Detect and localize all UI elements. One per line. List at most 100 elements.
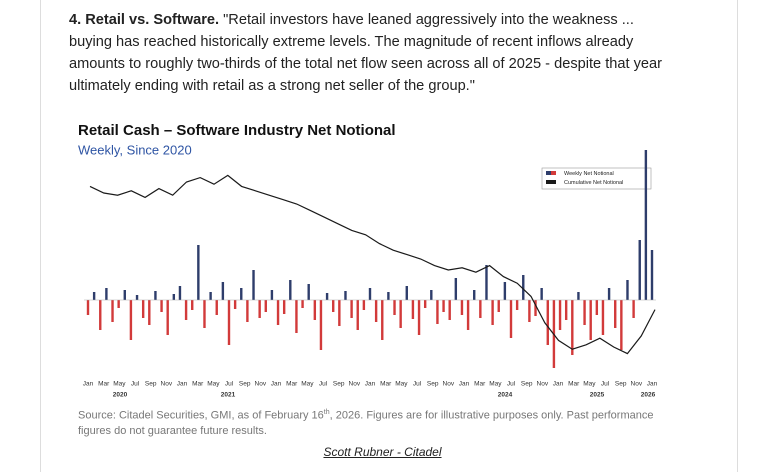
x-tick-label: Jul <box>319 381 328 388</box>
x-tick-label: Mar <box>286 381 298 388</box>
x-tick-label: Sep <box>427 381 439 388</box>
bar <box>129 300 133 340</box>
bar <box>558 300 562 330</box>
bar <box>160 300 163 312</box>
bar <box>522 275 525 300</box>
bar <box>221 282 225 300</box>
bar <box>154 291 157 300</box>
bar <box>117 300 120 308</box>
x-tick-label: Mar <box>380 381 392 388</box>
bar <box>632 300 635 318</box>
paragraph-text: "Retail investors have leaned aggressive… <box>69 12 662 94</box>
bar <box>405 286 408 300</box>
year-label: 2025 <box>590 392 605 399</box>
x-tick-label: Mar <box>474 381 486 388</box>
bar <box>178 286 182 300</box>
legend-label: Weekly Net Notional <box>564 171 614 177</box>
x-tick-label: Nov <box>443 381 455 388</box>
bar <box>344 291 347 300</box>
year-label: 2020 <box>113 392 128 399</box>
bar <box>362 300 366 310</box>
bar <box>620 300 623 350</box>
x-tick-label: Jan <box>271 381 282 388</box>
bar <box>381 300 384 340</box>
bar <box>448 300 451 320</box>
x-tick-label: Jul <box>413 381 422 388</box>
bar <box>141 300 145 318</box>
bar <box>148 300 151 325</box>
bar <box>99 300 102 330</box>
bar <box>135 295 139 300</box>
bar <box>528 300 531 322</box>
bar <box>540 288 543 300</box>
x-tick-label: Jan <box>647 381 658 388</box>
bar <box>233 300 237 309</box>
x-tick-label: Jul <box>507 381 516 388</box>
x-tick-label: Jan <box>365 381 376 388</box>
x-tick-label: May <box>113 381 126 388</box>
x-tick-label: Sep <box>333 381 345 388</box>
bar <box>638 240 641 300</box>
paragraph-heading: 4. Retail vs. Software. <box>69 12 220 28</box>
bar <box>595 300 599 315</box>
bar <box>497 300 500 312</box>
bar <box>313 300 317 320</box>
bar <box>485 265 488 300</box>
bar <box>252 270 255 300</box>
x-tick-label: Mar <box>98 381 110 388</box>
chart-subtitle: Weekly, Since 2020 <box>78 142 192 157</box>
bar <box>393 300 396 315</box>
legend-label: Cumulative Net Notional <box>564 180 623 186</box>
bar <box>564 300 568 320</box>
bar <box>240 288 243 300</box>
bar <box>92 292 96 300</box>
bar <box>399 300 402 328</box>
bar <box>460 300 464 315</box>
bar <box>436 300 439 324</box>
x-tick-label: Jan <box>177 381 188 388</box>
bar <box>607 288 611 300</box>
bar <box>289 280 292 300</box>
bar <box>534 300 537 316</box>
bar <box>387 292 390 300</box>
x-tick-label: Sep <box>521 381 533 388</box>
bar <box>301 300 304 308</box>
bar <box>374 300 378 322</box>
bar <box>423 300 427 308</box>
bar <box>184 300 188 320</box>
x-tick-label: May <box>207 381 220 388</box>
x-tick-label: May <box>301 381 314 388</box>
bar <box>172 294 176 300</box>
bar <box>246 300 249 322</box>
legend-swatch <box>546 180 556 184</box>
legend-swatch <box>551 171 556 175</box>
bar <box>644 150 648 300</box>
bar <box>270 290 274 300</box>
x-tick-label: May <box>583 381 596 388</box>
bar <box>503 282 507 300</box>
bar <box>491 300 494 325</box>
bar <box>473 290 476 300</box>
bar <box>583 300 586 325</box>
bar <box>203 300 206 328</box>
bar <box>442 300 445 312</box>
x-tick-label: Mar <box>568 381 580 388</box>
credit-link[interactable]: Scott Rubner - Citadel <box>323 445 442 459</box>
x-tick-label: Jul <box>225 381 234 388</box>
bar <box>571 300 574 355</box>
bar <box>105 288 108 300</box>
bar <box>479 300 482 318</box>
bar <box>577 292 580 300</box>
content-frame <box>40 0 738 472</box>
bar <box>350 300 353 318</box>
x-tick-label: Mar <box>192 381 204 388</box>
bar <box>417 300 421 335</box>
source-text: , 2026. Figures are for illustrative pur… <box>78 409 654 437</box>
bar <box>601 300 605 335</box>
year-label: 2024 <box>498 392 513 399</box>
bar <box>466 300 470 330</box>
bar <box>614 300 617 328</box>
x-tick-label: Nov <box>631 381 643 388</box>
year-label: 2026 <box>641 392 656 399</box>
